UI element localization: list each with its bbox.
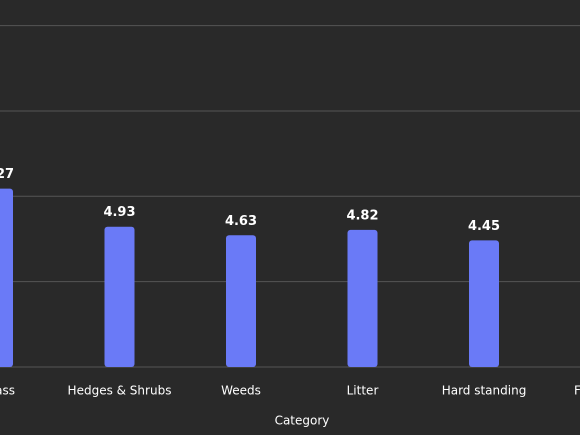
data-label: 4.93 (103, 205, 135, 220)
x-axis-title: Category (275, 414, 330, 428)
bar (347, 229, 378, 367)
x-tick-label: Grass (0, 384, 15, 398)
bar (469, 240, 499, 367)
x-tick-label: Litter (347, 384, 379, 398)
data-label: 4.82 (346, 208, 378, 223)
bar (226, 235, 256, 367)
x-tick-label: F (574, 384, 580, 398)
bar (104, 226, 135, 367)
x-tick-label: Hard standing (442, 384, 527, 398)
data-label: 4.63 (225, 214, 257, 229)
data-label: 4.45 (468, 219, 500, 234)
x-tick-label: Hedges & Shrubs (68, 384, 172, 398)
bar (0, 188, 13, 367)
data-label: 6.27 (0, 167, 14, 182)
x-tick-label: Weeds (221, 384, 261, 398)
